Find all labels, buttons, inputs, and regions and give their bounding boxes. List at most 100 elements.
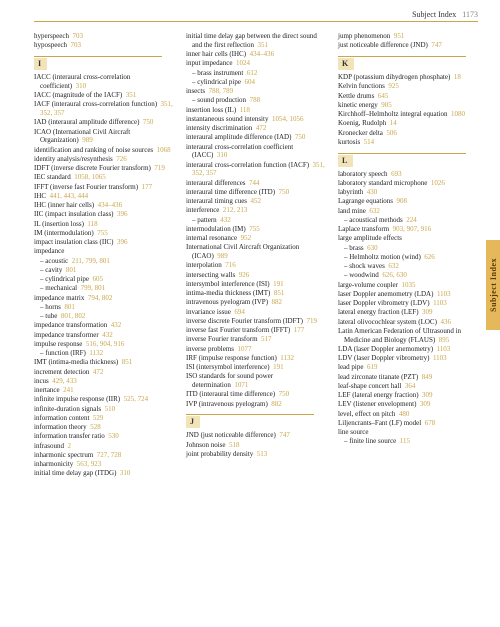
index-entry: inharmonicity 563, 923 bbox=[34, 460, 176, 469]
entry-page: 694 bbox=[234, 308, 245, 316]
entry-page: 115 bbox=[400, 437, 410, 445]
entry-page: 719 bbox=[154, 164, 165, 172]
entry-text: IHC (inner hair cells) bbox=[34, 201, 98, 209]
entry-text: inverse discrete Fourier transform (IDFT… bbox=[186, 317, 307, 325]
entry-text: intensity discrimination bbox=[186, 124, 256, 132]
entry-text: intersecting walls bbox=[186, 271, 239, 279]
entry-page: 351 bbox=[258, 41, 269, 49]
entry-page: 632 bbox=[388, 262, 399, 270]
index-entry: large amplitude effects bbox=[338, 234, 480, 243]
entry-text: ISI (intersymbol interference) bbox=[186, 363, 273, 371]
entry-text: inverse problems bbox=[186, 345, 238, 353]
index-column: hyperspeech 703hypospeech 703IIACC (inte… bbox=[34, 32, 176, 479]
entry-page: 903, 907, 916 bbox=[393, 225, 432, 233]
index-entry: interaural cross-correlation coefficient… bbox=[186, 143, 328, 161]
entry-page: 703 bbox=[71, 41, 82, 49]
entry-page: 716 bbox=[225, 261, 236, 269]
index-entry: increment detection 472 bbox=[34, 368, 176, 377]
entry-page: 678 bbox=[425, 419, 436, 427]
entry-text: intersymbol interference (ISI) bbox=[186, 280, 273, 288]
entry-text: – woodwind bbox=[344, 271, 382, 279]
index-entry: impedance transformation 432 bbox=[34, 321, 176, 330]
entry-text: IVP (intravenous pyelogram) bbox=[186, 400, 271, 408]
entry-text: ITD (interaural time difference) bbox=[186, 390, 279, 398]
entry-text: large amplitude effects bbox=[338, 234, 402, 242]
index-subentry: – cavity 801 bbox=[34, 266, 176, 275]
entry-text: inertance bbox=[34, 386, 63, 394]
entry-page: 2 bbox=[67, 442, 71, 450]
entry-page: 211, 799, 801 bbox=[72, 257, 110, 265]
entry-page: 432 bbox=[111, 321, 122, 329]
entry-text: – brass bbox=[344, 244, 367, 252]
entry-page: 851 bbox=[274, 289, 285, 297]
index-entry: hyperspeech 703 bbox=[34, 32, 176, 41]
entry-text: impedance matrix bbox=[34, 294, 88, 302]
entry-text: IRF (impulse response function) bbox=[186, 354, 280, 362]
entry-page: 1103 bbox=[437, 290, 451, 298]
entry-page: 750 bbox=[295, 133, 306, 141]
entry-page: 632 bbox=[369, 207, 380, 215]
entry-page: 693 bbox=[391, 170, 402, 178]
entry-page: 441, 443, 444 bbox=[50, 192, 89, 200]
entry-text: interaural differences bbox=[186, 179, 249, 187]
entry-page: 1071 bbox=[234, 381, 248, 389]
entry-text: – sound production bbox=[192, 96, 250, 104]
entry-text: inverse Fourier transform bbox=[186, 335, 261, 343]
entry-page: 626 bbox=[424, 253, 435, 261]
entry-text: instantaneous sound intensity bbox=[186, 115, 272, 123]
entry-page: 750 bbox=[279, 390, 290, 398]
index-entry: interaural timing cues 452 bbox=[186, 197, 328, 206]
entry-page: 908 bbox=[397, 197, 408, 205]
entry-page: 750 bbox=[279, 188, 290, 196]
entry-page: 703 bbox=[72, 32, 83, 40]
entry-text: invariance issue bbox=[186, 308, 234, 316]
index-entry: laser Doppler vibrometry (LDV) 1103 bbox=[338, 299, 480, 308]
entry-page: 480 bbox=[399, 410, 410, 418]
entry-text: Koenig, Rudolph bbox=[338, 119, 390, 127]
entry-page: 905 bbox=[381, 101, 392, 109]
index-entry: inverse problems 1077 bbox=[186, 345, 328, 354]
index-entry: information content 529 bbox=[34, 414, 176, 423]
entry-page: 719 bbox=[307, 317, 318, 325]
entry-text: laser Doppler vibrometry (LDV) bbox=[338, 299, 433, 307]
entry-page: 755 bbox=[249, 225, 260, 233]
entry-text: – mechanical bbox=[40, 284, 81, 292]
index-entry: infrasound 2 bbox=[34, 442, 176, 451]
entry-text: inharmonicity bbox=[34, 460, 77, 468]
index-entry: leaf-shape concert hall 364 bbox=[338, 382, 480, 391]
entry-page: 516, 904, 916 bbox=[86, 340, 125, 348]
index-entry: interaural differences 744 bbox=[186, 179, 328, 188]
index-entry: initial time delay gap (ITDG) 310 bbox=[34, 469, 176, 478]
entry-page: 351 bbox=[126, 91, 137, 99]
index-entry: intensity discrimination 472 bbox=[186, 124, 328, 133]
index-entry: lead pipe 619 bbox=[338, 363, 480, 372]
entry-text: LEV (listener envelopment) bbox=[338, 400, 420, 408]
entry-page: 799, 801 bbox=[81, 284, 106, 292]
index-entry: lateral olivocochlear system (LOC) 436 bbox=[338, 318, 480, 327]
entry-text: joint probability density bbox=[186, 450, 257, 458]
entry-text: – acoustical methods bbox=[344, 216, 406, 224]
entry-text: impulse response bbox=[34, 340, 86, 348]
entry-page: 1103 bbox=[433, 354, 447, 362]
index-entry: Liljencrants–Fant (LF) model 678 bbox=[338, 419, 480, 428]
index-entry: identification and ranking of noise sour… bbox=[34, 146, 176, 155]
letter-heading: L bbox=[338, 153, 480, 167]
index-entry: LDA (laser Doppler anemometry) 1103 bbox=[338, 345, 480, 354]
index-entry: inverse discrete Fourier transform (IDFT… bbox=[186, 317, 328, 326]
index-subentry: – acoustic 211, 799, 801 bbox=[34, 257, 176, 266]
entry-page: 309 bbox=[420, 400, 431, 408]
entry-text: infinite-duration signals bbox=[34, 405, 105, 413]
entry-text: interpolation bbox=[186, 261, 225, 269]
entry-page: 118 bbox=[87, 220, 97, 228]
letter-heading: J bbox=[186, 414, 328, 428]
index-subentry: – horns 801 bbox=[34, 303, 176, 312]
entry-page: 750 bbox=[143, 118, 154, 126]
entry-text: IMT (intima-media thickness) bbox=[34, 358, 122, 366]
entry-text: jump phenomenon bbox=[338, 32, 394, 40]
entry-text: – acoustic bbox=[40, 257, 72, 265]
index-entry: insects 788, 789 bbox=[186, 87, 328, 96]
entry-text: interference bbox=[186, 206, 223, 214]
entry-page: 989 bbox=[217, 252, 228, 260]
entry-page: 118 bbox=[240, 106, 250, 114]
entry-page: 605 bbox=[92, 275, 103, 283]
